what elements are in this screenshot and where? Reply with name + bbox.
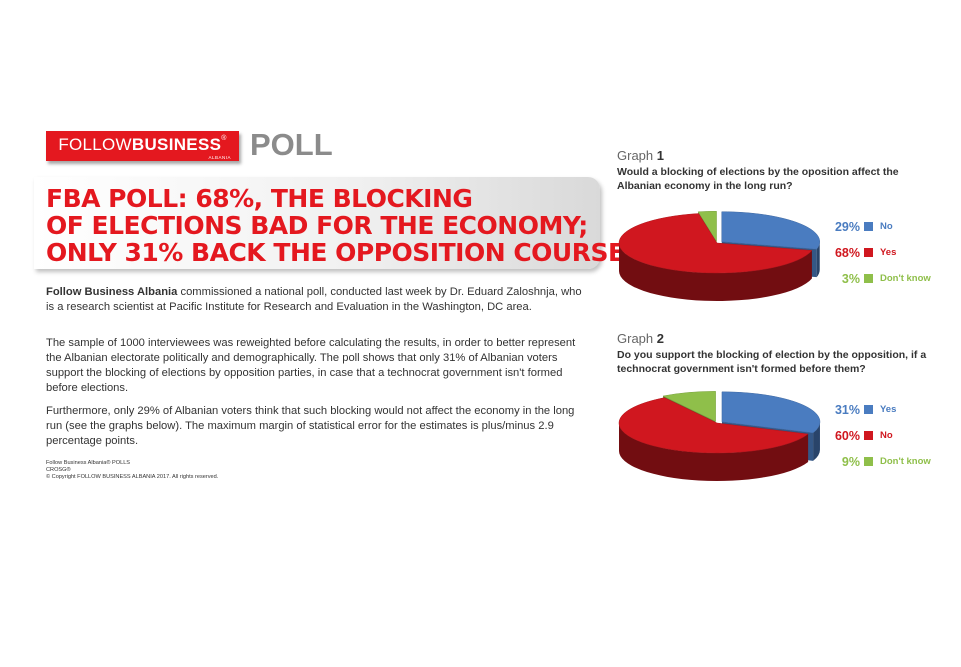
- graph-1-title: Would a blocking of elections by the opo…: [617, 166, 899, 192]
- pie-2-slice-side-no: [619, 423, 809, 481]
- legend-1: 29% No 68% Yes 3% Don't know: [812, 220, 952, 290]
- legend-swatch: [864, 431, 873, 440]
- headline-line-2: OF ELECTIONS BAD FOR THE ECONOMY;: [46, 211, 588, 240]
- pie-1-slice-yes: [618, 213, 813, 274]
- legend-swatch: [864, 248, 873, 257]
- graph-1-label: Graph 1: [617, 148, 664, 163]
- legend-swatch: [864, 274, 873, 283]
- legend-label: No: [880, 221, 893, 232]
- brand-name: FOLLOWBUSINESS®: [58, 135, 227, 154]
- body-paragraph-2: The sample of 1000 interviewees was rewe…: [46, 337, 576, 394]
- graph-2-label: Graph 2: [617, 331, 664, 346]
- footer-line-1: Follow Business Albania® POLLS: [46, 460, 131, 466]
- footer-line-2: CROSG®: [46, 467, 71, 473]
- graph-2-title: Do you support the blocking of election …: [617, 349, 927, 375]
- legend-label: Don't know: [880, 456, 931, 467]
- pie-2-slice-don-t-know: [662, 391, 716, 422]
- headline-line-1: FBA POLL: 68%, THE BLOCKING: [46, 184, 473, 213]
- legend-value: 3%: [841, 272, 860, 286]
- brand-sub: ALBANIA: [208, 155, 231, 160]
- legend-label: Yes: [880, 404, 897, 415]
- pie-1-slice-don-t-know: [697, 211, 717, 243]
- legend-value: 60%: [834, 429, 860, 443]
- brand-logo: FOLLOWBUSINESS® ALBANIA: [46, 131, 239, 161]
- body-paragraph-1: Follow Business Albania commissioned a n…: [46, 286, 582, 313]
- body-paragraph-3: Furthermore, only 29% of Albanian voters…: [46, 405, 575, 447]
- legend-swatch: [864, 405, 873, 414]
- legend-value: 9%: [841, 455, 860, 469]
- legend-label: No: [880, 430, 893, 441]
- pie-1-slice-side-yes: [619, 243, 812, 301]
- legend-label: Yes: [880, 247, 897, 258]
- pie-chart-1: [618, 211, 820, 301]
- poll-label: POLL: [250, 127, 333, 162]
- legend-value: 68%: [834, 246, 860, 260]
- pie-2-slice-no: [618, 397, 809, 454]
- legend-value: 29%: [834, 220, 860, 234]
- legend-swatch: [864, 457, 873, 466]
- legend-label: Don't know: [880, 273, 931, 284]
- pie-1-slice-no: [721, 211, 820, 250]
- footer-line-3: © Copyright FOLLOW BUSINESS ALBANIA 2017…: [46, 474, 219, 480]
- pie-2-slice-yes: [721, 391, 821, 434]
- pie-chart-2: [618, 391, 821, 481]
- headline-line-3: ONLY 31% BACK THE OPPOSITION COURSE: [46, 238, 625, 267]
- headline-band: [34, 177, 600, 269]
- legend-value: 31%: [834, 403, 860, 417]
- legend-2: 31% Yes 60% No 9% Don't know: [812, 403, 952, 473]
- legend-swatch: [864, 222, 873, 231]
